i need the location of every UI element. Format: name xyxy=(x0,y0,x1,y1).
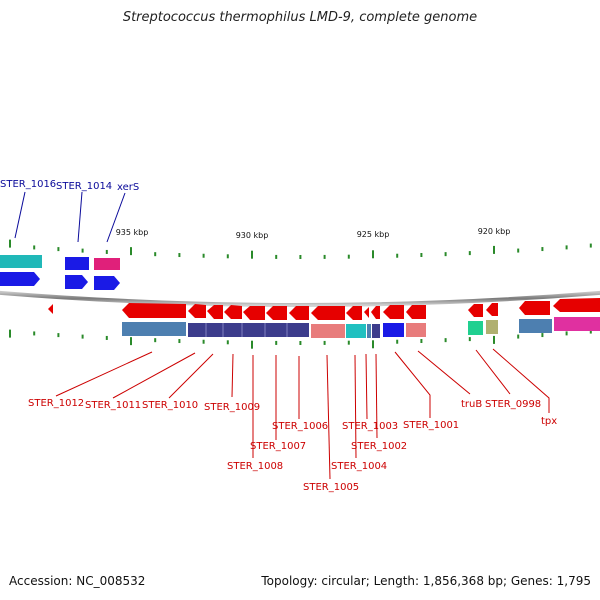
gene-arrow-right-edge[interactable] xyxy=(553,298,600,312)
bottom-label-leaders xyxy=(55,348,550,480)
cat-bar-ster-1004 xyxy=(346,324,366,338)
gene-arrow-ster-1016[interactable] xyxy=(0,272,40,286)
cat-bar-ster-0998 xyxy=(486,320,498,334)
cat-bar-ster-1003 xyxy=(367,324,371,338)
label-ster-1012: STER_1012 xyxy=(28,398,84,409)
label-ster-1005: STER_1005 xyxy=(303,482,359,493)
label-trub: truB xyxy=(461,399,482,410)
gene-arrow-ster-1007[interactable] xyxy=(266,306,287,320)
label-ster-1002: STER_1002 xyxy=(351,441,407,452)
gene-arrow-ster-0998[interactable] xyxy=(486,303,498,316)
gene-arrow-trub[interactable] xyxy=(468,304,483,317)
label-tpx: tpx xyxy=(541,416,557,427)
gene-bar-xers[interactable] xyxy=(94,258,120,270)
cat-bar-ster-1005 xyxy=(311,324,345,338)
forward-features xyxy=(0,255,120,290)
gene-arrow-ster-1005[interactable] xyxy=(311,306,345,320)
cat-bar-ster-1012 xyxy=(122,322,186,336)
gene-arrow-ster-1002[interactable] xyxy=(371,306,380,319)
gene-arrow-ster-1010[interactable] xyxy=(207,305,223,319)
gene-bar-ster-1014[interactable] xyxy=(65,257,89,270)
label-xers: xerS xyxy=(117,182,139,193)
gene-arrow-ster-1008[interactable] xyxy=(243,306,265,320)
label-ster-1010: STER_1010 xyxy=(142,400,198,411)
label-ster-1003: STER_1003 xyxy=(342,421,398,432)
label-ster-1004: STER_1004 xyxy=(331,461,387,472)
reverse-features xyxy=(48,298,600,320)
scale-ticks-top xyxy=(9,239,592,259)
topology-text: Topology: circular; Length: 1,856,368 bp… xyxy=(261,574,591,588)
label-ster-1007: STER_1007 xyxy=(250,441,306,452)
label-ster-1016: STER_1016 xyxy=(0,179,56,190)
gene-arrow-small-left[interactable] xyxy=(48,304,53,314)
top-label-leaders xyxy=(14,191,126,243)
cat-bar-ster-1011-1006 xyxy=(188,323,309,337)
gene-arrow-ster-1011[interactable] xyxy=(188,304,206,318)
label-ster-1006: STER_1006 xyxy=(272,421,328,432)
cat-bar-ster-1002 xyxy=(372,324,380,338)
label-ster-1008: STER_1008 xyxy=(227,461,283,472)
genome-backbone xyxy=(0,290,600,307)
scale-labels: 935 kbp 930 kbp 925 kbp 920 kbp xyxy=(116,227,511,240)
label-ster-0998: STER_0998 xyxy=(485,399,541,410)
gene-arrow-ster-1009[interactable] xyxy=(224,305,242,319)
label-ster-1011: STER_1011 xyxy=(85,400,141,411)
accession-text: Accession: NC_008532 xyxy=(9,574,146,588)
gene-arrow-ster-1012[interactable] xyxy=(122,303,186,318)
scale-ticks-bottom xyxy=(9,329,592,349)
gene-arrow-ster-1000[interactable] xyxy=(406,305,426,319)
label-ster-1014: STER_1014 xyxy=(56,181,112,192)
gene-arrow-ster-1001[interactable] xyxy=(383,305,404,319)
label-ster-1009: STER_1009 xyxy=(204,402,260,413)
cat-bar-right-edge xyxy=(554,317,600,331)
scale-label-935: 935 kbp xyxy=(116,228,149,237)
gene-arrow-xers[interactable] xyxy=(94,276,120,290)
scale-label-920: 920 kbp xyxy=(478,227,511,236)
label-ster-1001: STER_1001 xyxy=(403,420,459,431)
cat-bar-tpx xyxy=(519,319,552,333)
bottom-labels: STER_1012 STER_1011 STER_1010 STER_1009 … xyxy=(28,398,557,493)
top-labels: STER_1016 STER_1014 xerS xyxy=(0,179,139,193)
scale-label-925: 925 kbp xyxy=(357,230,390,239)
cat-bar-ster-1001 xyxy=(383,323,404,337)
map-title: Streptococcus thermophilus LMD-9, comple… xyxy=(122,10,478,25)
reverse-category-bars xyxy=(122,317,600,338)
cat-bar-trub xyxy=(468,321,483,335)
gene-arrow-tpx[interactable] xyxy=(519,301,550,315)
gene-bar-ster-1016[interactable] xyxy=(0,255,42,268)
gene-arrow-ster-1006[interactable] xyxy=(289,306,309,320)
gene-arrow-ster-1014[interactable] xyxy=(65,275,88,289)
cat-bar-ster-1000 xyxy=(406,323,426,337)
gene-arrow-ster-1003[interactable] xyxy=(364,307,369,318)
gene-arrow-ster-1004[interactable] xyxy=(346,306,362,320)
scale-label-930: 930 kbp xyxy=(236,231,269,240)
